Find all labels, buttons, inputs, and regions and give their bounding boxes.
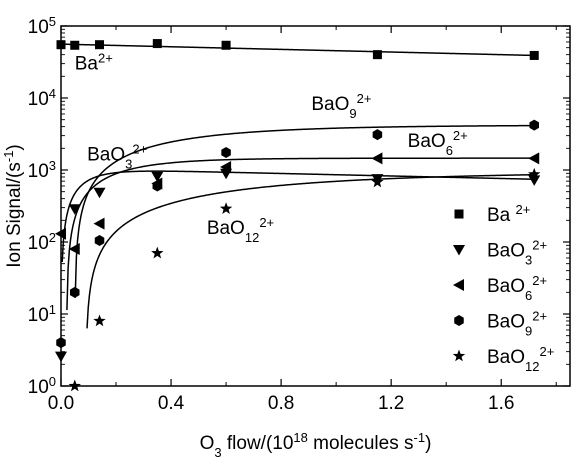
data-point-star	[151, 246, 164, 259]
data-point-triangle-left	[371, 152, 383, 165]
data-points	[55, 39, 541, 392]
series-annotation: BaO32+	[87, 141, 147, 171]
data-point-hexagon	[372, 129, 383, 141]
series-annotation: Ba2+	[75, 50, 113, 75]
data-point-triangle-left	[93, 217, 105, 230]
data-point-star	[93, 314, 106, 327]
data-point-triangle-left	[220, 161, 232, 174]
legend: Ba 2+ BaO32+ BaO62+ BaO92+ BaO122+	[452, 202, 554, 374]
x-tick-label: 0.4	[158, 393, 185, 414]
data-point-square	[95, 40, 105, 50]
data-point-triangle-left	[528, 152, 540, 165]
legend-label: BaO122+	[487, 344, 554, 374]
axis-labels: O3 flow/(1018 molecules s-1) Ion Signal/(…	[1, 144, 432, 459]
data-point-square	[372, 50, 382, 60]
plot-frame	[60, 25, 571, 387]
legend-label: Ba 2+	[487, 202, 530, 227]
x-tick-label: 1.6	[488, 393, 514, 414]
annotations: Ba2+ BaO32+ BaO92+ BaO62+ BaO122+	[75, 50, 468, 244]
legend-marker-triangle-down	[453, 245, 465, 256]
legend-marker-hexagon	[454, 315, 464, 326]
y-axis-label: Ion Signal/(s-1)	[1, 144, 26, 268]
data-point-star	[371, 175, 384, 188]
y-tick-label: 101	[28, 302, 56, 327]
ticks: 0.0 0.4 0.8 1.2 1.6 100 101 102 103 104 105	[28, 14, 570, 414]
legend-label: BaO32+	[487, 237, 547, 267]
y-tick-label: 100	[28, 374, 56, 399]
fit-curve	[60, 43, 535, 57]
data-point-square	[152, 39, 162, 49]
fit-curves	[60, 43, 535, 329]
data-point-hexagon	[56, 337, 66, 349]
y-tick-label: 102	[28, 230, 56, 255]
data-point-hexagon	[152, 180, 163, 192]
y-tick-label: 105	[28, 14, 56, 39]
legend-marker-star	[452, 349, 466, 362]
data-point-triangle-down	[68, 204, 81, 215]
data-point-triangle-down	[151, 171, 164, 183]
data-point-square	[529, 50, 539, 60]
x-tick-label: 0.8	[268, 393, 294, 414]
fit-curve	[74, 124, 535, 298]
series-annotation: BaO62+	[408, 127, 468, 157]
fit-curve	[66, 157, 535, 311]
y-tick-label: 103	[28, 158, 56, 183]
y-tick-label: 104	[28, 86, 56, 111]
data-point-square	[221, 40, 231, 50]
legend-marker-triangle-left	[453, 279, 464, 291]
fit-curve	[61, 170, 535, 263]
fit-curve	[86, 173, 535, 329]
x-tick-label: 0.0	[48, 393, 74, 414]
x-tick-label: 1.2	[378, 393, 404, 414]
legend-label: BaO62+	[487, 273, 547, 303]
x-axis-label: O3 flow/(1018 molecules s-1)	[200, 430, 432, 459]
data-point-square	[56, 40, 66, 50]
data-point-square	[70, 40, 80, 50]
data-point-star	[528, 167, 541, 180]
series-annotation: BaO92+	[311, 91, 371, 121]
data-point-triangle-left	[68, 242, 80, 255]
series-annotation: BaO122+	[207, 214, 274, 244]
data-point-triangle-down	[55, 351, 67, 363]
data-point-hexagon	[69, 286, 80, 298]
data-point-hexagon	[94, 234, 105, 246]
data-point-star	[68, 379, 81, 392]
data-point-triangle-left	[55, 227, 66, 240]
data-point-hexagon	[221, 147, 231, 158]
data-point-hexagon	[529, 119, 539, 131]
data-point-triangle-down	[93, 187, 106, 199]
legend-marker-square	[454, 209, 464, 219]
data-point-star	[219, 202, 233, 214]
legend-label: BaO92+	[487, 308, 547, 338]
